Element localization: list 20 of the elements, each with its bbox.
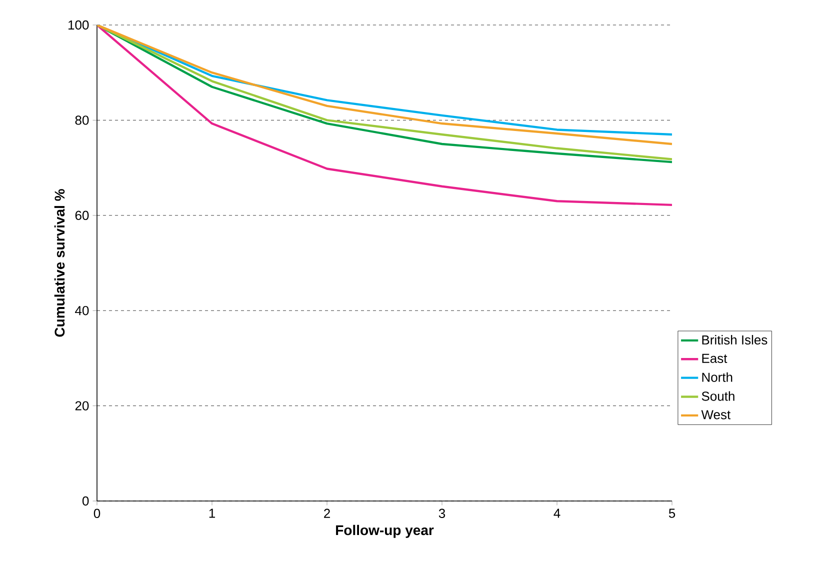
x-tick-label: 2 [324,508,330,518]
y-tick-label: 100 [68,20,89,30]
x-axis-title: Follow-up year [336,524,434,538]
x-tick-label: 5 [668,508,676,518]
y-tick-label: 40 [75,306,89,316]
y-tick-label: 60 [75,210,89,220]
legend-label: British Isles [702,334,768,345]
x-tick-label: 3 [438,508,446,518]
legend-label: West [701,410,730,420]
x-tick-label: 4 [554,508,560,518]
legend-label: South [702,391,734,401]
x-tick-label: 0 [94,508,100,518]
y-tick-label: 20 [75,401,89,410]
y-axis-title: Cumulative survival % [54,189,65,337]
legend-label: East [702,354,728,363]
x-tick-label: 1 [209,508,215,518]
legend-label: North [702,372,732,382]
line-series [97,24,672,206]
y-tick-label: 0 [82,496,89,506]
y-tick-label: 80 [75,116,89,125]
